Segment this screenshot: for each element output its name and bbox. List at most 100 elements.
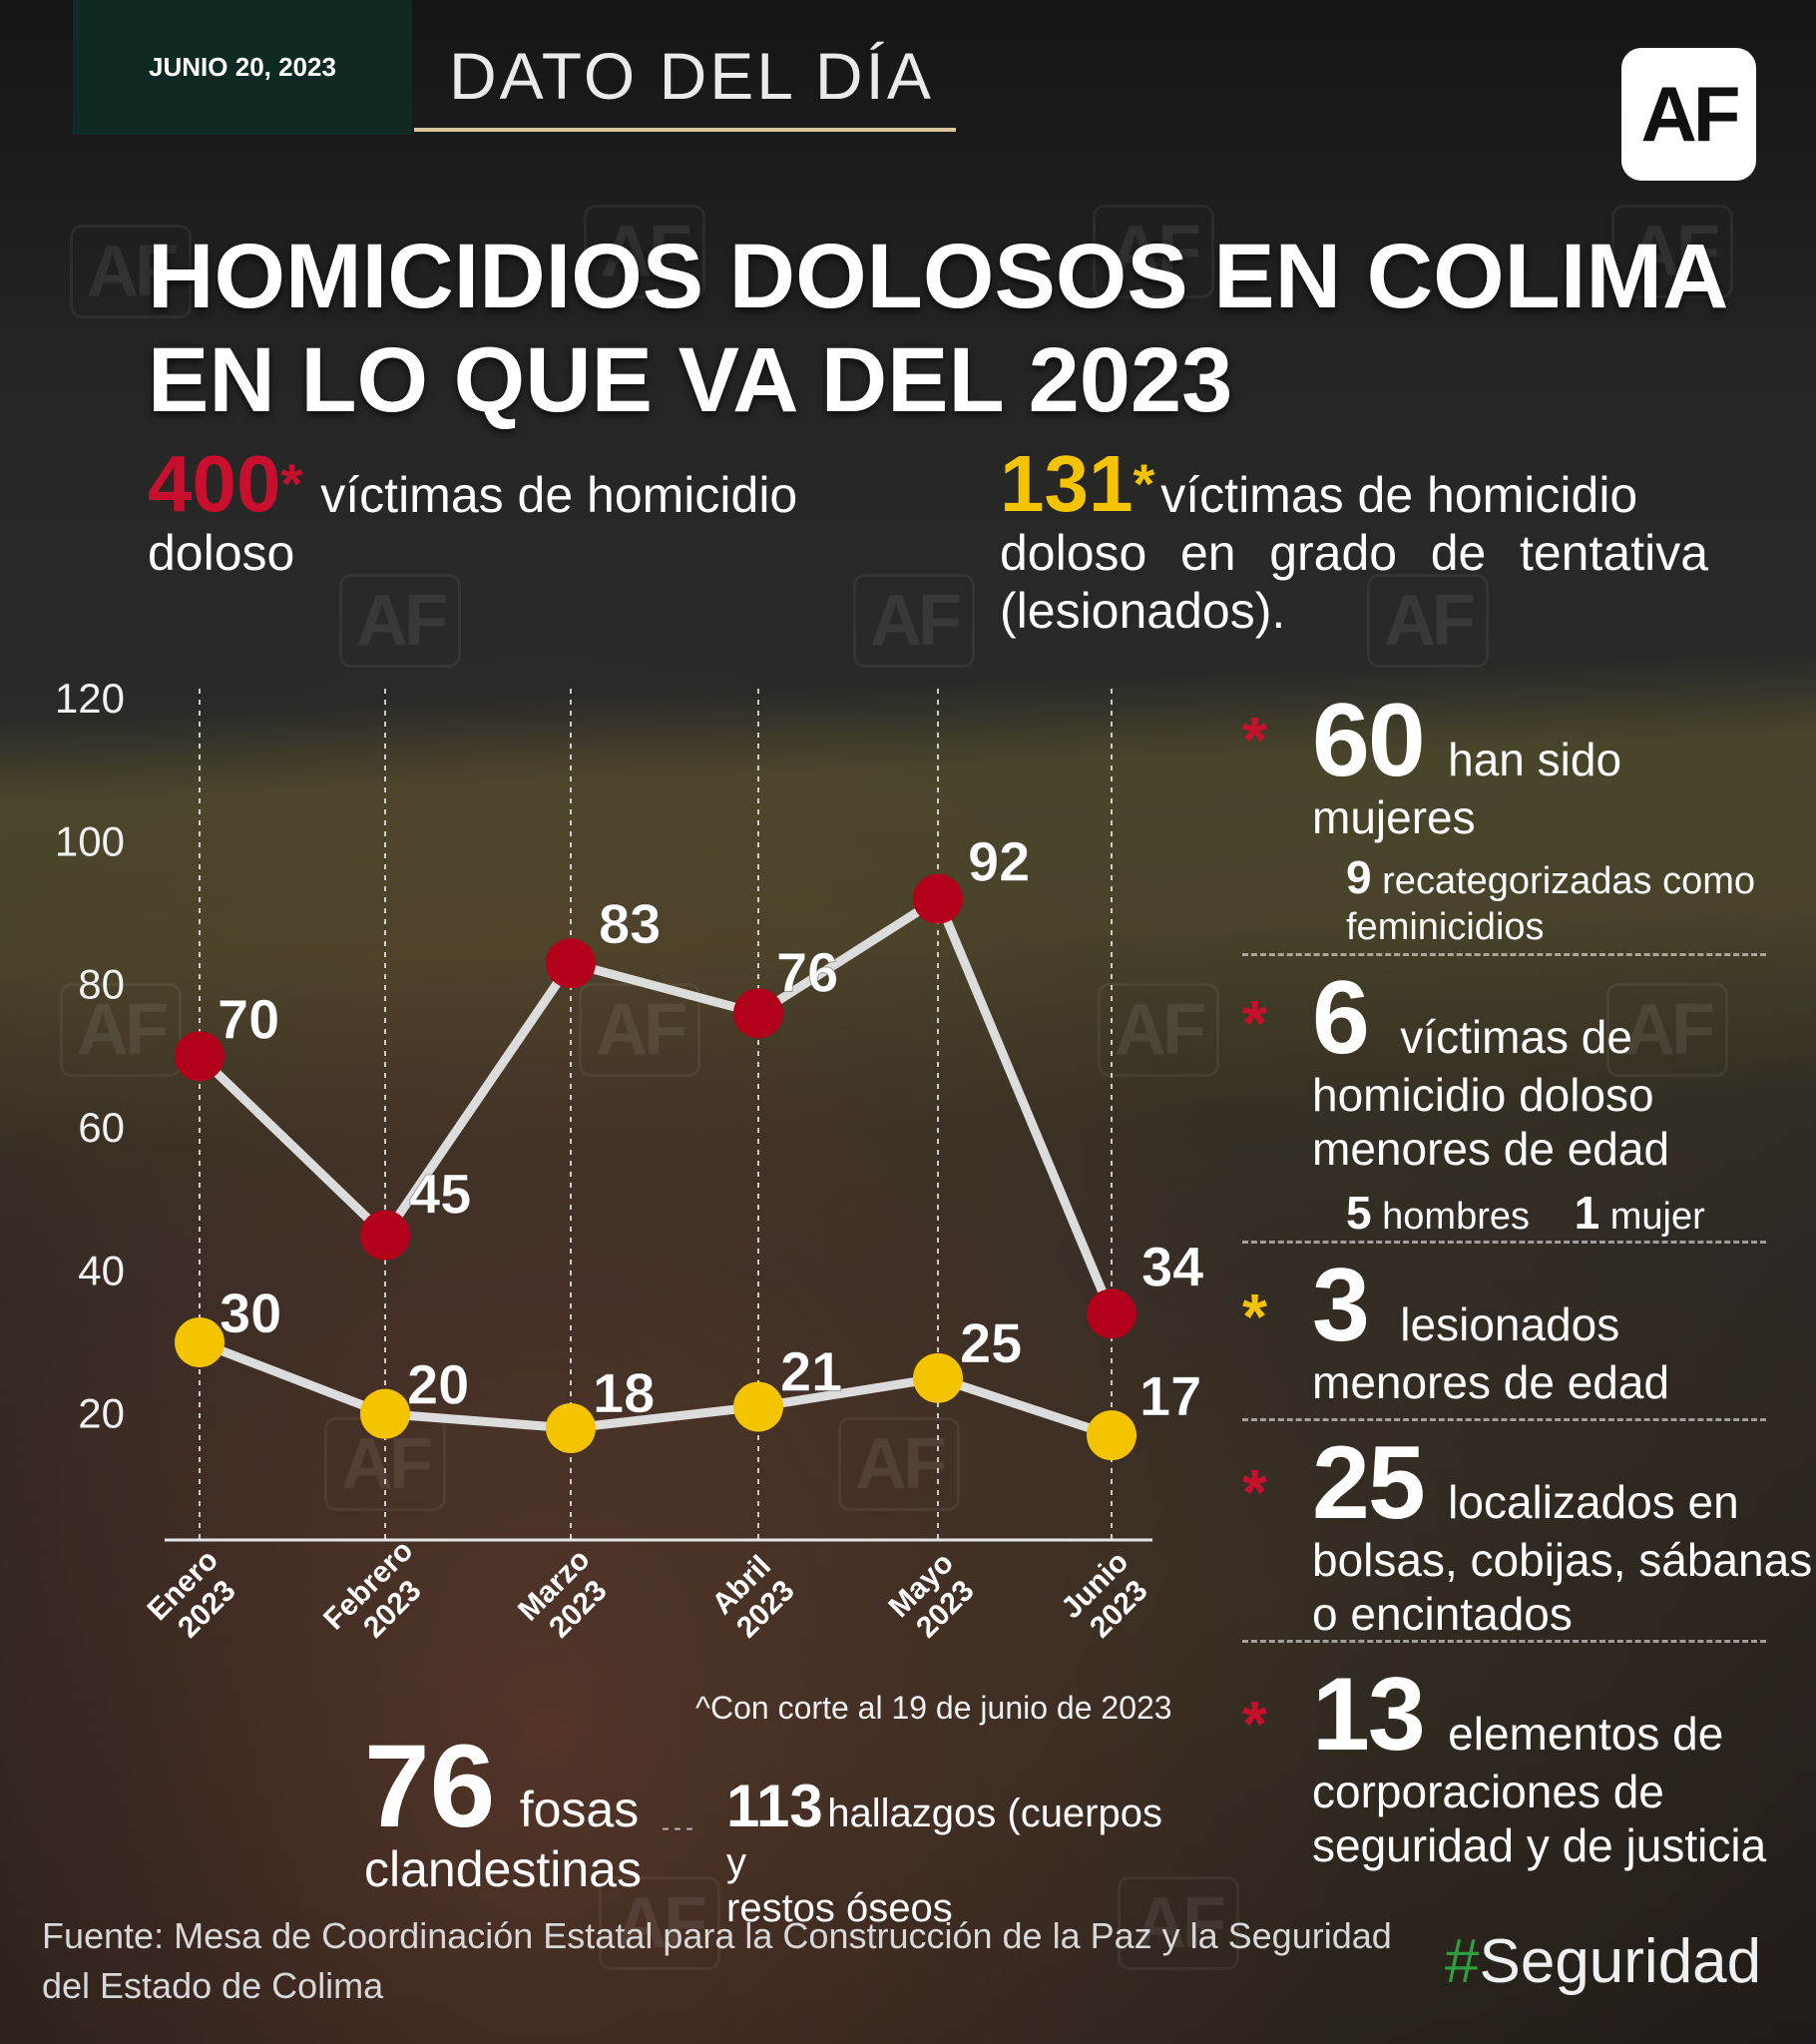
divider [1242,1418,1766,1421]
stat-total-victims: 400 * víctimas de homicidio doloso [148,444,906,582]
chart-note: ^Con corte al 19 de junio de 2023 [695,1690,1172,1726]
data-point [733,988,783,1039]
femicides-text-2: feminicidios [1346,906,1545,948]
page-title: HOMICIDIOS DOLOSOS EN COLIMA EN LO QUE V… [148,225,1744,432]
af-logo: AF [1621,48,1756,181]
data-point [175,1317,225,1367]
section-title: DATO DEL DÍA [449,39,934,113]
stat-attempted-number: 131 [1000,439,1134,528]
data-label: 34 [1141,1235,1203,1297]
stat-security: * 13 elementos de corporaciones de segur… [1242,1663,1781,1872]
watermark: AF [1093,205,1214,298]
source-note: Fuente: Mesa de Coordinación Estatal par… [42,1915,1392,2006]
hashtag-word: Seguridad [1479,1927,1762,1996]
asterisk-icon: * [1242,1280,1267,1352]
y-tick-label: 20 [78,1390,125,1437]
stat-women: * 60 han sido mujeres 9 recategorizadas … [1242,689,1781,950]
minor-victims-number: 6 [1312,960,1370,1076]
data-point [360,1210,410,1261]
data-point [546,938,596,989]
y-tick-label: 100 [55,817,125,864]
watermark: AF [1606,983,1728,1077]
stat-attempted-text-2: doloso en grado de tentativa [1000,525,1708,581]
security-text-3: seguridad y de justicia [1312,1819,1767,1871]
watermark: AF [60,983,182,1077]
stat-minor-injured: * 3 lesionados menores de edad [1242,1254,1781,1409]
graves-number: 76 [364,1721,496,1852]
security-number: 13 [1312,1657,1426,1773]
femicides-note: 9 recategorizadas como [1346,854,1781,904]
bags-text-2: bolsas, cobijas, sábanas [1312,1534,1813,1586]
data-label: 92 [968,830,1030,893]
bags-text: localizados en [1448,1476,1739,1528]
asterisk-icon: * [1242,704,1267,775]
data-label: 17 [1139,1364,1201,1427]
findings-text-2: restos óseos [726,1886,953,1930]
data-label: 76 [776,940,838,1003]
hashtag: #Seguridad [1445,1926,1761,1997]
title-line-1: HOMICIDIOS DOLOSOS EN COLIMA [148,226,1729,327]
data-point [360,1388,410,1439]
data-label: 70 [218,987,279,1050]
watermark: AF [1611,205,1733,298]
bags-text-3: o encintados [1312,1588,1573,1640]
asterisk-icon: * [280,452,303,515]
girls-label: mujer [1609,1196,1705,1238]
stat-total-text: víctimas de homicidio [320,467,798,523]
minor-injured-text: lesionados [1400,1298,1620,1350]
data-label: 18 [593,1361,655,1424]
asterisk-icon: * [1133,452,1155,515]
women-number: 60 [1312,683,1426,798]
data-point [1087,1410,1136,1461]
graves-text: fosas [519,1782,640,1837]
watermark: AF [1098,983,1219,1077]
separator: --- [662,1814,697,1841]
stat-graves: 76 fosas clandestinas [364,1728,642,1897]
minor-injured-number: 3 [1312,1248,1370,1363]
title-line-2: EN LO QUE VA DEL 2023 [148,329,1233,431]
data-label: 21 [780,1340,842,1403]
security-text: elementos de [1448,1708,1724,1760]
stat-attempted: 131 * víctimas de homicidio doloso en gr… [1000,444,1708,640]
men-label: hombres [1382,1196,1530,1238]
hashtag-symbol: # [1445,1927,1480,1996]
watermark: AF [1367,574,1489,668]
stat-minor-victims: * 6 víctimas de homicidio doloso menores… [1242,966,1781,1240]
divider [1242,1640,1766,1643]
women-text: han sido [1448,734,1622,785]
watermark: AF [853,574,975,668]
series-line [195,894,1117,1318]
data-point [1087,1288,1136,1339]
watermark: AF [599,1876,720,1970]
girls-number: 1 [1574,1187,1600,1239]
divider [1242,1241,1766,1244]
minor-victims-text: víctimas de [1400,1011,1632,1063]
asterisk-icon: * [1242,1456,1267,1528]
data-point [913,1352,963,1403]
data-point [546,1403,596,1453]
data-point [913,873,963,924]
watermark: AF [838,1417,960,1511]
minor-victims-breakdown: 5 hombres 1 mujer [1346,1190,1781,1240]
section-underline [414,128,956,132]
y-tick-label: 80 [78,961,125,1008]
data-label: 25 [960,1311,1022,1374]
y-tick-label: 60 [78,1104,125,1151]
y-tick-label: 40 [78,1247,125,1293]
women-text-2: mujeres [1312,791,1476,843]
asterisk-icon: * [1242,1688,1267,1760]
security-text-2: corporaciones de [1312,1766,1664,1817]
minor-victims-text-2: homicidio doloso [1312,1069,1654,1121]
femicides-number: 9 [1346,851,1372,903]
y-tick-label: 120 [55,675,125,722]
divider [1242,953,1766,956]
findings-text: hallazgos (cuerpos y [726,1791,1162,1884]
bags-number: 25 [1312,1425,1426,1541]
stat-attempted-text: víctimas de homicidio [1160,467,1638,523]
stat-attempted-text-3: (lesionados). [1000,583,1286,639]
data-point [733,1381,783,1432]
